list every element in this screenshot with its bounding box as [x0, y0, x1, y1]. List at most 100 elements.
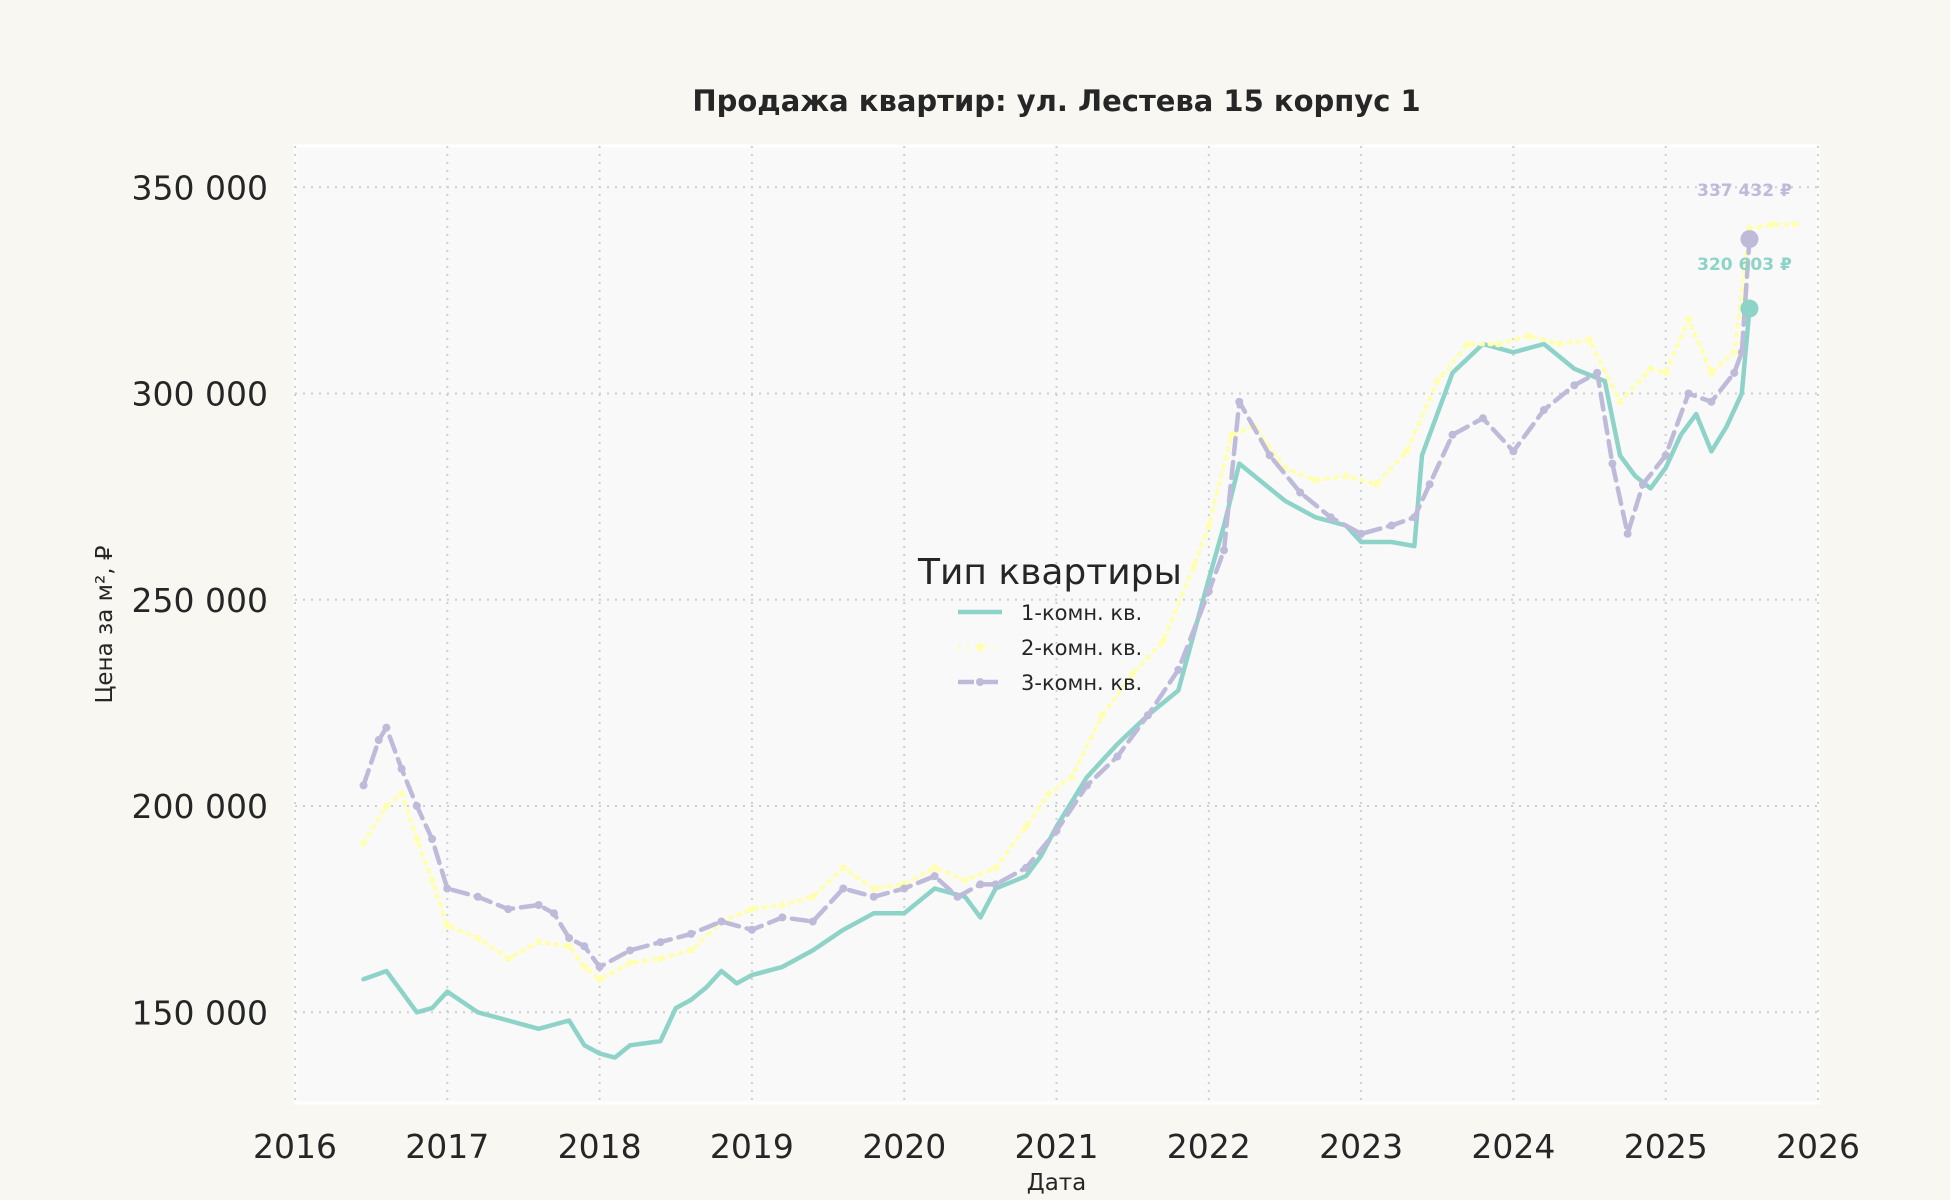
series-3-marker: [1174, 665, 1183, 674]
series-3-marker: [686, 929, 695, 938]
series-3-marker: [1737, 348, 1746, 357]
series-2-marker: [474, 934, 482, 942]
series-2-marker: [1555, 340, 1563, 348]
series-3-marker: [747, 925, 756, 934]
series-3-marker: [1357, 529, 1366, 538]
series-3-marker: [374, 736, 383, 744]
series-group: [359, 220, 1799, 1060]
series-2-marker: [398, 790, 406, 798]
series-2-marker: [931, 864, 939, 872]
series-3-marker: [549, 909, 558, 918]
series-2-marker: [626, 959, 634, 967]
series-3-marker: [626, 946, 635, 955]
series-3-marker: [412, 802, 421, 810]
grid: [294, 146, 1819, 1103]
series-3-marker: [1425, 480, 1434, 489]
series-2-marker: [1098, 711, 1106, 719]
series-3-marker: [1448, 430, 1457, 439]
legend-label-3: 3-комн. кв.: [1021, 671, 1142, 695]
y-tick-label: 300 000: [132, 375, 268, 414]
y-tick-label: 150 000: [132, 993, 268, 1032]
series-3-marker: [1204, 587, 1213, 596]
series-3-marker: [1638, 480, 1647, 489]
series-3-marker: [839, 884, 848, 893]
end-point-marker: [1740, 230, 1759, 249]
legend-swatch-marker: [976, 678, 984, 686]
series-2-marker: [1190, 563, 1198, 571]
x-tick-label: 2022: [1167, 1127, 1251, 1166]
series-3-marker: [1082, 781, 1091, 790]
series-2-marker: [1730, 348, 1738, 356]
y-tick-label: 200 000: [132, 787, 268, 826]
series-3-marker: [1570, 381, 1579, 390]
end-value-label: 337 432 ₽: [1697, 181, 1792, 201]
series-3-marker: [808, 917, 817, 926]
series-3-marker: [1539, 406, 1548, 414]
series-3-marker: [1220, 546, 1229, 555]
series-2-marker: [992, 864, 1000, 872]
series-3-marker: [1296, 488, 1305, 497]
series-3-marker: [991, 880, 1000, 889]
series-2-marker: [413, 835, 421, 843]
series-2-marker: [1159, 637, 1167, 645]
series-3-marker: [1730, 368, 1739, 377]
legend-swatch-marker: [976, 643, 984, 651]
series-2-marker: [382, 802, 390, 810]
end-value-label: 320 603 ₽: [1697, 255, 1792, 275]
series-2-marker: [580, 963, 588, 971]
series-2-marker: [1342, 472, 1350, 480]
series-2-marker: [565, 942, 573, 950]
series-3-marker: [473, 892, 482, 901]
series-3-marker: [1661, 451, 1670, 460]
series-2-marker: [1068, 773, 1076, 781]
legend: Тип квартиры 1-комн. кв. 2-комн. кв. 3-комн…: [917, 552, 1182, 695]
series-3-marker: [976, 880, 985, 889]
series-3-marker: [953, 892, 962, 901]
series-2-marker: [1494, 340, 1502, 348]
x-tick-label: 2020: [862, 1127, 946, 1166]
series-2-marker: [504, 955, 512, 963]
series-2-marker: [1022, 823, 1030, 831]
series-2-marker: [1662, 369, 1670, 377]
series-3-marker: [595, 962, 604, 971]
y-tick-label: 350 000: [132, 168, 268, 207]
legend-label-2: 2-комн. кв.: [1021, 636, 1142, 660]
series-3-marker: [656, 938, 665, 947]
series-3-marker: [1143, 711, 1152, 720]
series-2-marker: [1791, 220, 1799, 228]
end-annotations: 337 432 ₽ 320 603 ₽: [1697, 181, 1792, 318]
series-3-marker: [428, 835, 437, 843]
series-3-marker: [1022, 863, 1031, 872]
series-3-marker: [1052, 826, 1061, 835]
series-2-marker: [778, 901, 786, 909]
chart-title: Продажа квартир: ул. Лестева 15 корпус 1: [692, 84, 1420, 118]
series-2-marker: [535, 938, 543, 946]
legend-title: Тип квартиры: [917, 552, 1182, 593]
x-tick-label: 2017: [405, 1127, 489, 1166]
series-2-marker: [1129, 670, 1137, 678]
series-3-marker: [1608, 459, 1617, 468]
series-2-marker: [809, 893, 817, 901]
series-3-marker: [359, 781, 368, 790]
series-3-marker: [1684, 389, 1693, 398]
series-2-marker: [1311, 476, 1319, 484]
y-tick-label: 250 000: [132, 581, 268, 620]
series-3-marker: [504, 905, 513, 914]
series-3-marker: [717, 917, 726, 926]
series-2-marker: [1205, 522, 1213, 529]
series-3-marker: [382, 723, 391, 732]
series-3-marker: [580, 942, 589, 951]
series-2-marker: [1045, 790, 1053, 798]
series-3-marker: [930, 872, 939, 881]
x-tick-label: 2026: [1776, 1127, 1860, 1166]
series-2-marker: [1707, 369, 1715, 377]
x-tick-label: 2023: [1319, 1127, 1403, 1166]
series-line-1: [361, 306, 1752, 1060]
series-3-marker: [778, 913, 787, 922]
x-tick-label: 2021: [1015, 1127, 1099, 1166]
series-3-marker: [869, 892, 878, 901]
series-2-marker: [1403, 447, 1411, 455]
x-tick-label: 2025: [1624, 1127, 1708, 1166]
